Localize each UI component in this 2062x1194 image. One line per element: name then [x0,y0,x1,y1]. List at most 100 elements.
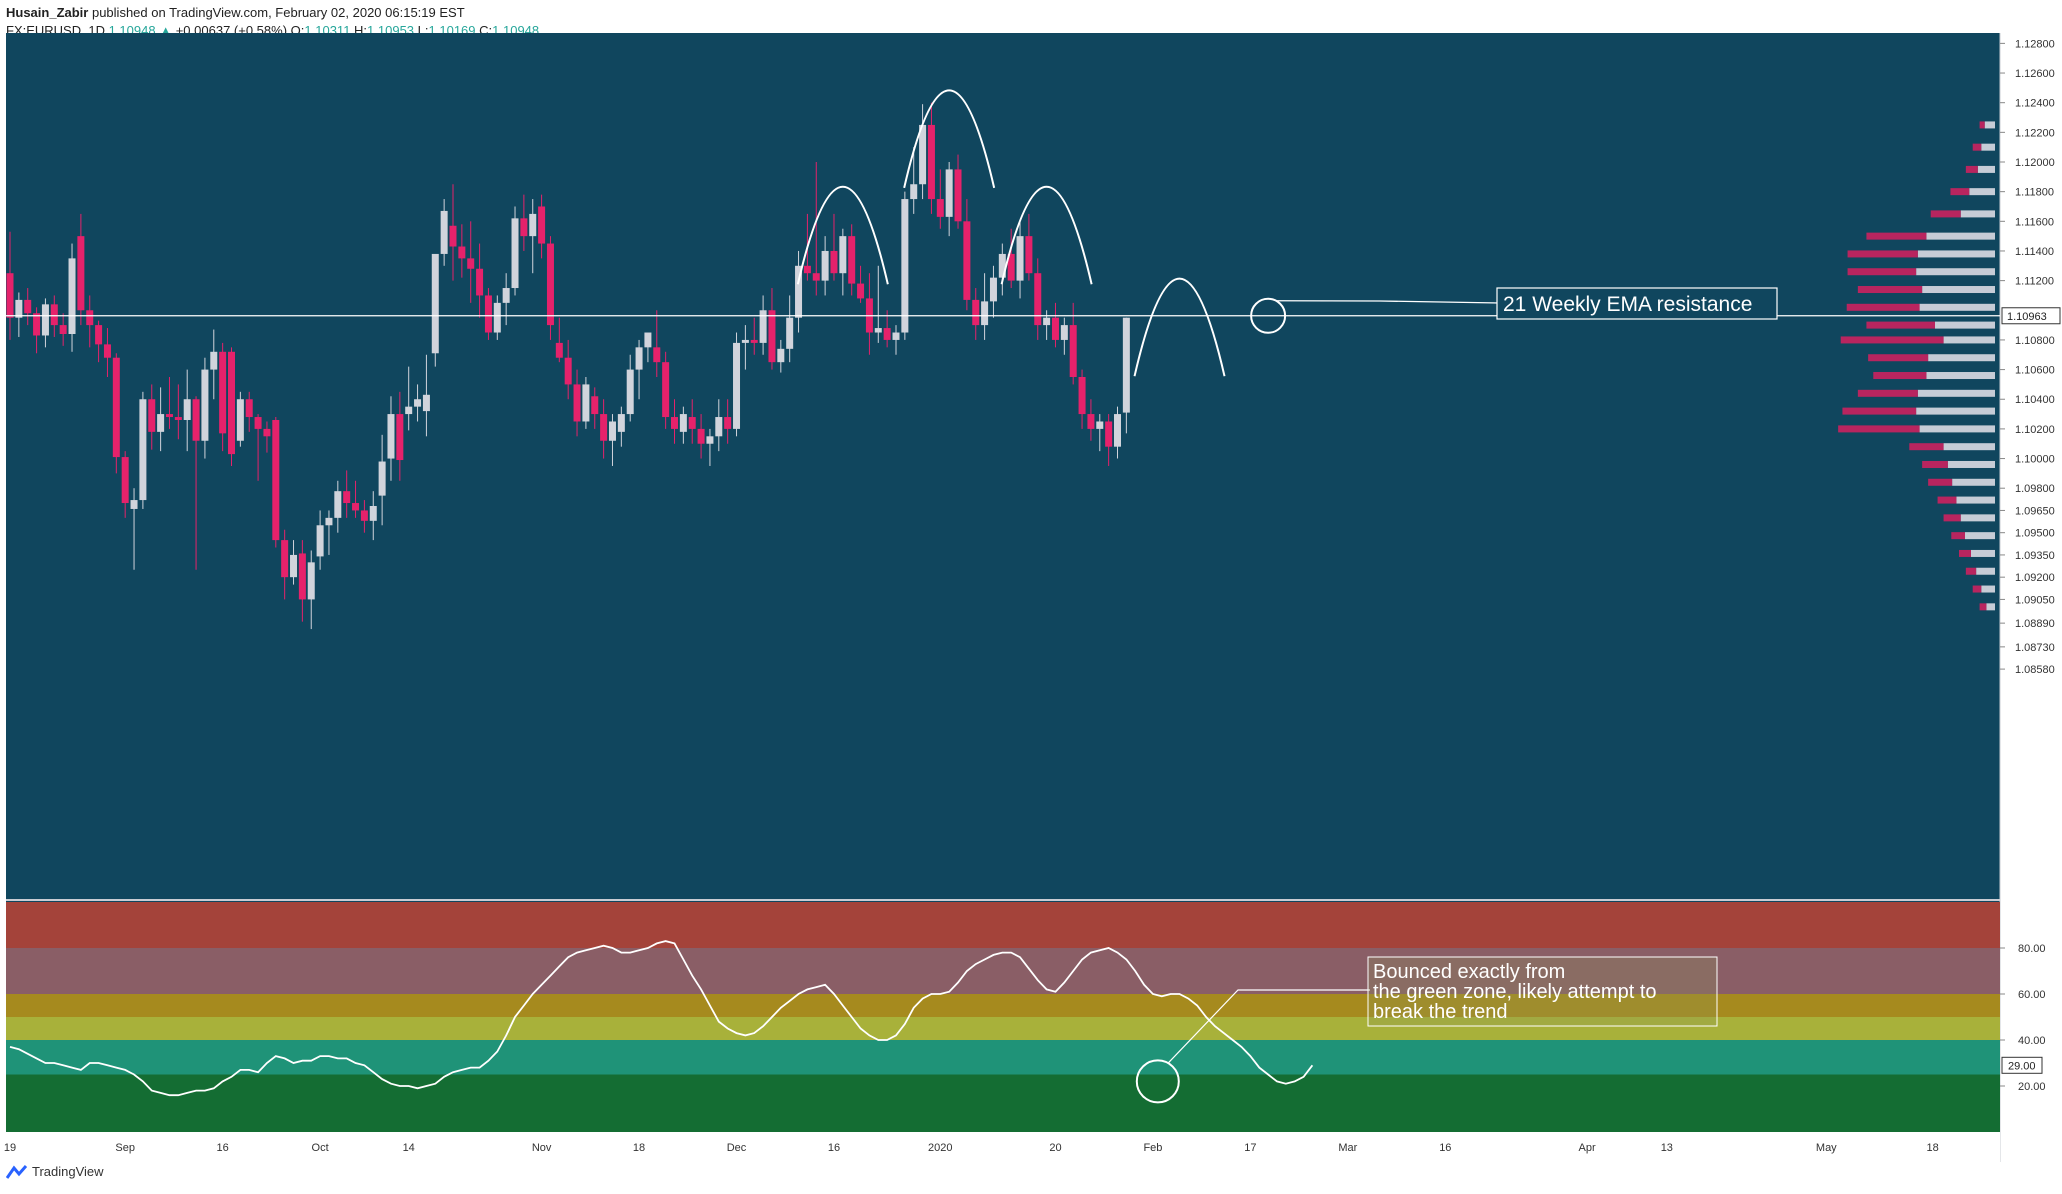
bounce-callout-text: Bounced exactly from [1373,961,1565,983]
time-tick-label: Feb [1143,1142,1162,1154]
candle-body-bull [608,421,616,441]
candle-body-bear [165,414,173,418]
candle-body-bear [103,344,111,358]
candle-body-bear [653,347,661,363]
candle-body-bull [786,317,794,349]
volume-profile-bar-up [1981,143,1995,151]
footer-brand[interactable]: TradingView [32,1164,104,1179]
candle-body-bull [183,399,191,420]
osc-last-value-label: 29.00 [2008,1060,2036,1072]
candle-body-bear [458,246,466,259]
time-tick-label: 20 [1049,1142,1061,1154]
candle-body-bull [945,169,953,217]
volume-profile-bar-up [1926,232,1995,240]
volume-profile-bar-down [1950,188,1970,196]
candle-body-bear [467,258,475,269]
price-tick-label: 1.12800 [2015,38,2055,50]
candle-body-bear [830,250,838,274]
candle-body-bull [706,436,714,444]
candle-body-bear [972,299,980,326]
time-tick-label: May [1816,1142,1837,1154]
candle-body-bull [759,310,767,343]
candle-body-bull [910,184,918,200]
candle-body-bull [626,369,634,415]
volume-profile-bar-down [1847,250,1918,258]
volume-profile-bar-down [1930,210,1961,218]
candle-body-bear [484,295,492,333]
candle-body-bear [520,218,528,237]
time-tick-label: Mar [1338,1142,1357,1154]
candle-body-bear [254,417,262,429]
volume-profile-bar-up [1917,389,1995,397]
candle-body-bear [1105,421,1113,447]
candle-body-bear [573,384,581,422]
candle-body-bear [546,243,554,326]
time-tick-label: Oct [312,1142,329,1154]
volume-profile-bar-down [1937,496,1957,504]
candle-body-bear [192,399,200,441]
candle-body-bear [1078,377,1086,415]
bounce-anchor-circle [1135,1059,1180,1104]
candle-body-bear [476,268,484,296]
candle-body-bull [307,562,315,600]
candle-body-bull [635,347,643,370]
candle-body-bull [733,342,741,429]
osc-tick-label: 20.00 [2018,1081,2046,1093]
candle-body-bear [1025,236,1033,274]
candle-body-bear [750,339,758,343]
time-tick-label: 2020 [928,1142,952,1154]
oscillator-zone [6,948,2000,994]
volume-profile-bar-up [1943,336,1995,344]
ema-anchor-circle [1250,297,1287,334]
volume-profile-bar-up [1916,268,1995,276]
oscillator-zone [6,1040,2000,1075]
volume-profile-bar-down [1972,585,1982,593]
candle-body-bear [724,417,732,429]
time-tick-label: 18 [633,1142,645,1154]
candle-body-bear [697,428,705,444]
candle-body-bull [378,461,386,496]
candle-body-bear [24,299,32,314]
candle-body-bull [431,253,439,354]
candle-body-bear [1087,414,1095,429]
candle-body-bear [1069,325,1077,377]
price-tick-label: 1.08890 [2015,618,2055,630]
candle-body-bear [848,236,856,284]
time-tick-label: 18 [1926,1142,1938,1154]
volume-profile-bar-down [1866,232,1927,240]
volume-profile-bar-down [1873,372,1927,380]
price-tick-label: 1.09200 [2015,572,2055,584]
bounce-callout-text: break the trend [1373,1001,1508,1023]
publish-line: Husain_Zabir published on TradingView.co… [6,4,539,22]
main-pane-background [6,33,2000,902]
price-tick-label: 1.12400 [2015,98,2055,110]
time-axis-background [6,1132,2000,1162]
volume-profile-bar-up [1984,121,1995,129]
price-tick-label: 1.12200 [2015,127,2055,139]
candle-body-bear [298,553,306,600]
author-name[interactable]: Husain_Zabir [6,5,89,20]
price-tick-label: 1.11600 [2015,216,2054,228]
candle-body-bear [768,310,776,363]
volume-profile-bar-down [1965,165,1978,173]
volume-profile-bar-up [1969,188,1995,196]
volume-profile-bar-up [1916,407,1995,415]
volume-profile-bar-down [1866,321,1935,329]
pattern-arc-head [903,89,996,189]
volume-profile-bar-down [1846,303,1920,311]
volume-profile-bar-up [1960,514,1995,522]
candle-body-bull [644,332,652,348]
volume-profile-bar-up [1928,354,1995,362]
candle-body-bull [874,328,882,333]
candle-body-bear [33,313,41,336]
candle-body-bull [617,414,625,432]
candle-body-bull [777,348,785,363]
oscillator-line [9,940,1314,1097]
candle-body-bull [901,199,909,333]
candle-body-bear [396,414,404,461]
candle-body-bull [1016,236,1024,281]
candle-body-bear [59,325,67,334]
oscillator-zone [6,902,2000,948]
candle-body-bear [121,457,129,504]
